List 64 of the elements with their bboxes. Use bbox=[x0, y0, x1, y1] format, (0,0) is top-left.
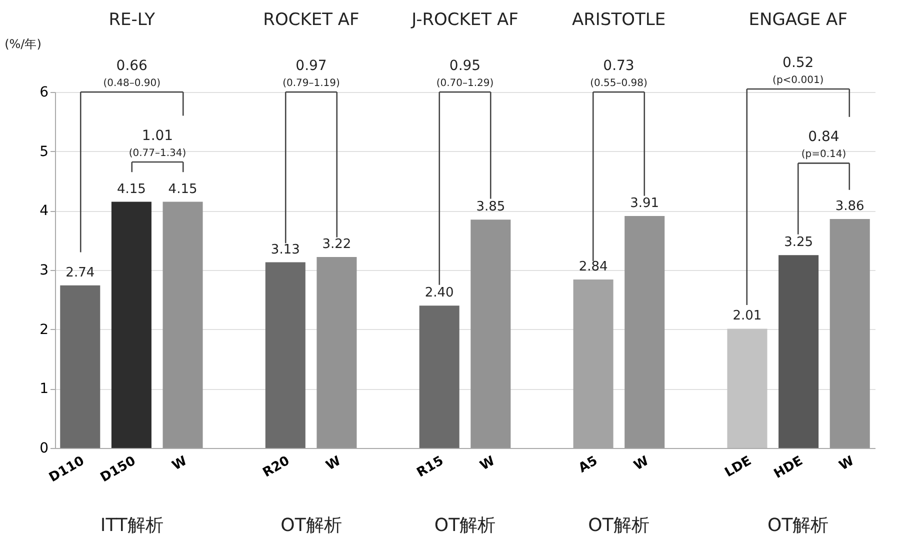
y-tick-label: 3 bbox=[40, 262, 48, 278]
y-tick-label: 1 bbox=[40, 381, 48, 398]
text: OT解析 bbox=[280, 515, 342, 536]
x-tick-label: LDE bbox=[722, 454, 754, 481]
text: J-ROCKET AF bbox=[410, 10, 518, 30]
text: (0.70–1.29) bbox=[436, 78, 494, 89]
y-tick-label: 5 bbox=[40, 144, 48, 160]
data-label: 4.15 bbox=[116, 182, 146, 197]
bar bbox=[316, 256, 357, 448]
text: 0.73 bbox=[603, 58, 634, 74]
text: 0.52 bbox=[782, 55, 814, 72]
bar bbox=[624, 216, 665, 448]
bar bbox=[419, 306, 460, 448]
y-tick-label: 6 bbox=[40, 84, 49, 100]
x-tick-label: W bbox=[170, 454, 190, 474]
data-label: 4.15 bbox=[168, 182, 198, 197]
x-tick-label: W bbox=[836, 454, 857, 474]
text: OT解析 bbox=[588, 515, 650, 536]
bar bbox=[111, 202, 152, 448]
x-tick-label: R20 bbox=[260, 454, 292, 481]
y-tick-label: 2 bbox=[40, 322, 48, 338]
y-axis-title: (%/年) bbox=[4, 37, 42, 51]
y-tick-label: 0 bbox=[40, 440, 48, 456]
x-tick-label: W bbox=[632, 454, 652, 474]
text: ITT解析 bbox=[100, 515, 164, 536]
annotation: (0.77–1.34) bbox=[128, 148, 186, 160]
x-tick-label: W bbox=[478, 454, 498, 474]
text: ENGAGE AF bbox=[748, 10, 848, 30]
bar bbox=[470, 220, 511, 448]
bar bbox=[60, 285, 100, 448]
text: ROCKET AF bbox=[263, 10, 360, 30]
x-tick-label: A5 bbox=[576, 454, 600, 476]
data-label: 3.85 bbox=[476, 200, 506, 215]
text: 0.66 bbox=[116, 58, 148, 74]
annotation: 1.01 bbox=[142, 128, 174, 144]
text: OT解析 bbox=[768, 515, 829, 536]
data-label: 3.22 bbox=[322, 236, 352, 252]
data-label: 2.01 bbox=[732, 308, 762, 324]
text: 0.97 bbox=[296, 58, 327, 74]
text: RE-LY bbox=[108, 10, 156, 30]
x-tick-label: R15 bbox=[414, 454, 446, 481]
text: 0.95 bbox=[449, 58, 481, 74]
bar bbox=[265, 262, 306, 448]
bar bbox=[727, 328, 768, 448]
bar bbox=[778, 255, 819, 448]
text: (0.55–0.98) bbox=[590, 78, 648, 89]
data-label: 3.25 bbox=[784, 235, 814, 250]
data-label: 3.91 bbox=[630, 196, 660, 212]
annotation: 0.84 bbox=[808, 129, 840, 146]
bar bbox=[162, 202, 203, 448]
text: (p<0.001) bbox=[772, 75, 824, 86]
text: OT解析 bbox=[434, 515, 496, 536]
y-tick-label: 4 bbox=[40, 203, 49, 220]
data-label: 3.13 bbox=[270, 242, 300, 258]
text: (0.79–1.19) bbox=[282, 78, 340, 89]
annotation: (p=0.14) bbox=[801, 149, 846, 160]
data-label: 2.84 bbox=[578, 259, 608, 274]
data-label: 2.40 bbox=[424, 286, 454, 301]
text: ARISTOTLE bbox=[572, 10, 666, 30]
data-label: 2.74 bbox=[66, 265, 95, 280]
x-tick-label: W bbox=[324, 454, 344, 474]
text: (0.48–0.90) bbox=[103, 78, 161, 89]
data-label: 3.86 bbox=[835, 198, 864, 214]
bar bbox=[830, 218, 870, 448]
